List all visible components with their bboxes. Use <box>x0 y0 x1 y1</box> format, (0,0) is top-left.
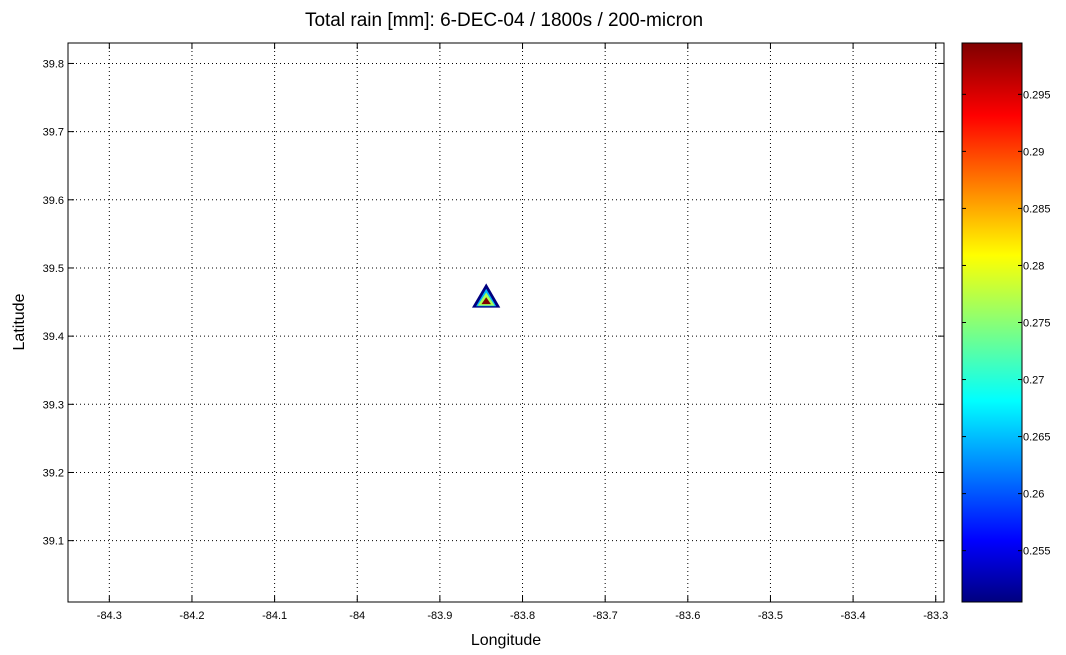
chart-title: Total rain [mm]: 6-DEC-04 / 1800s / 200-… <box>305 10 703 31</box>
colorbar-gradient <box>961 42 1023 603</box>
x-tick-label: -83.4 <box>841 610 866 622</box>
plot-area: -84.3 -84.2 -84.1 -84 -83.9 -83.8 -83.7 -83.6 -8… <box>43 42 948 622</box>
y-tick-label: 39.2 <box>43 467 64 479</box>
x-tick-label: -83.7 <box>593 610 618 622</box>
colorbar-tick-label: 0.255 <box>1023 546 1051 558</box>
x-tick-label: -84.1 <box>262 610 287 622</box>
y-tick-label: 39.6 <box>43 195 64 207</box>
x-tick-label: -83.6 <box>675 610 700 622</box>
colorbar-tick-label: 0.285 <box>1023 203 1051 215</box>
y-tick-label: 39.5 <box>43 263 64 275</box>
x-tick-label: -83.8 <box>510 610 535 622</box>
x-axis-label: Longitude <box>471 632 541 649</box>
colorbar-tick-label: 0.29 <box>1023 146 1044 158</box>
colorbar-ticks: 0.255 0.26 0.265 0.27 0.275 0.28 0.285 0.29 0.29… <box>962 89 1051 558</box>
rain-contours <box>471 283 501 308</box>
plot-border <box>67 42 945 603</box>
y-axis-label: Latitude <box>11 293 28 350</box>
contour-level <box>481 297 491 305</box>
x-tick-label: -84.2 <box>179 610 204 622</box>
colorbar-tick-label: 0.26 <box>1023 489 1044 501</box>
colorbar-tick-label: 0.27 <box>1023 375 1044 387</box>
y-tick-label: 39.7 <box>43 127 64 139</box>
x-tick-label: -83.9 <box>427 610 452 622</box>
x-tick-label: -83.5 <box>758 610 783 622</box>
colorbar-tick-label: 0.265 <box>1023 432 1051 444</box>
x-tick-label: -84.3 <box>97 610 122 622</box>
colorbar-tick-label: 0.295 <box>1023 89 1051 101</box>
x-axis-ticks: -84.3 -84.2 -84.1 -84 -83.9 -83.8 -83.7 -83.6 -8… <box>97 43 948 622</box>
y-axis-ticks: 39.1 39.2 39.3 39.4 39.5 39.6 39.7 39.8 <box>43 58 944 548</box>
y-tick-label: 39.3 <box>43 399 64 411</box>
colorbar-tick-label: 0.28 <box>1023 260 1044 272</box>
x-tick-label: -84 <box>349 610 365 622</box>
colorbar-tick-label: 0.275 <box>1023 318 1051 330</box>
y-tick-label: 39.8 <box>43 58 64 70</box>
plot-frame <box>68 43 944 602</box>
y-tick-label: 39.4 <box>43 331 64 343</box>
colorbar: 0.255 0.26 0.265 0.27 0.275 0.28 0.285 0.29 0.29… <box>961 42 1051 603</box>
x-tick-label: -83.3 <box>923 610 948 622</box>
y-tick-label: 39.1 <box>43 536 64 548</box>
